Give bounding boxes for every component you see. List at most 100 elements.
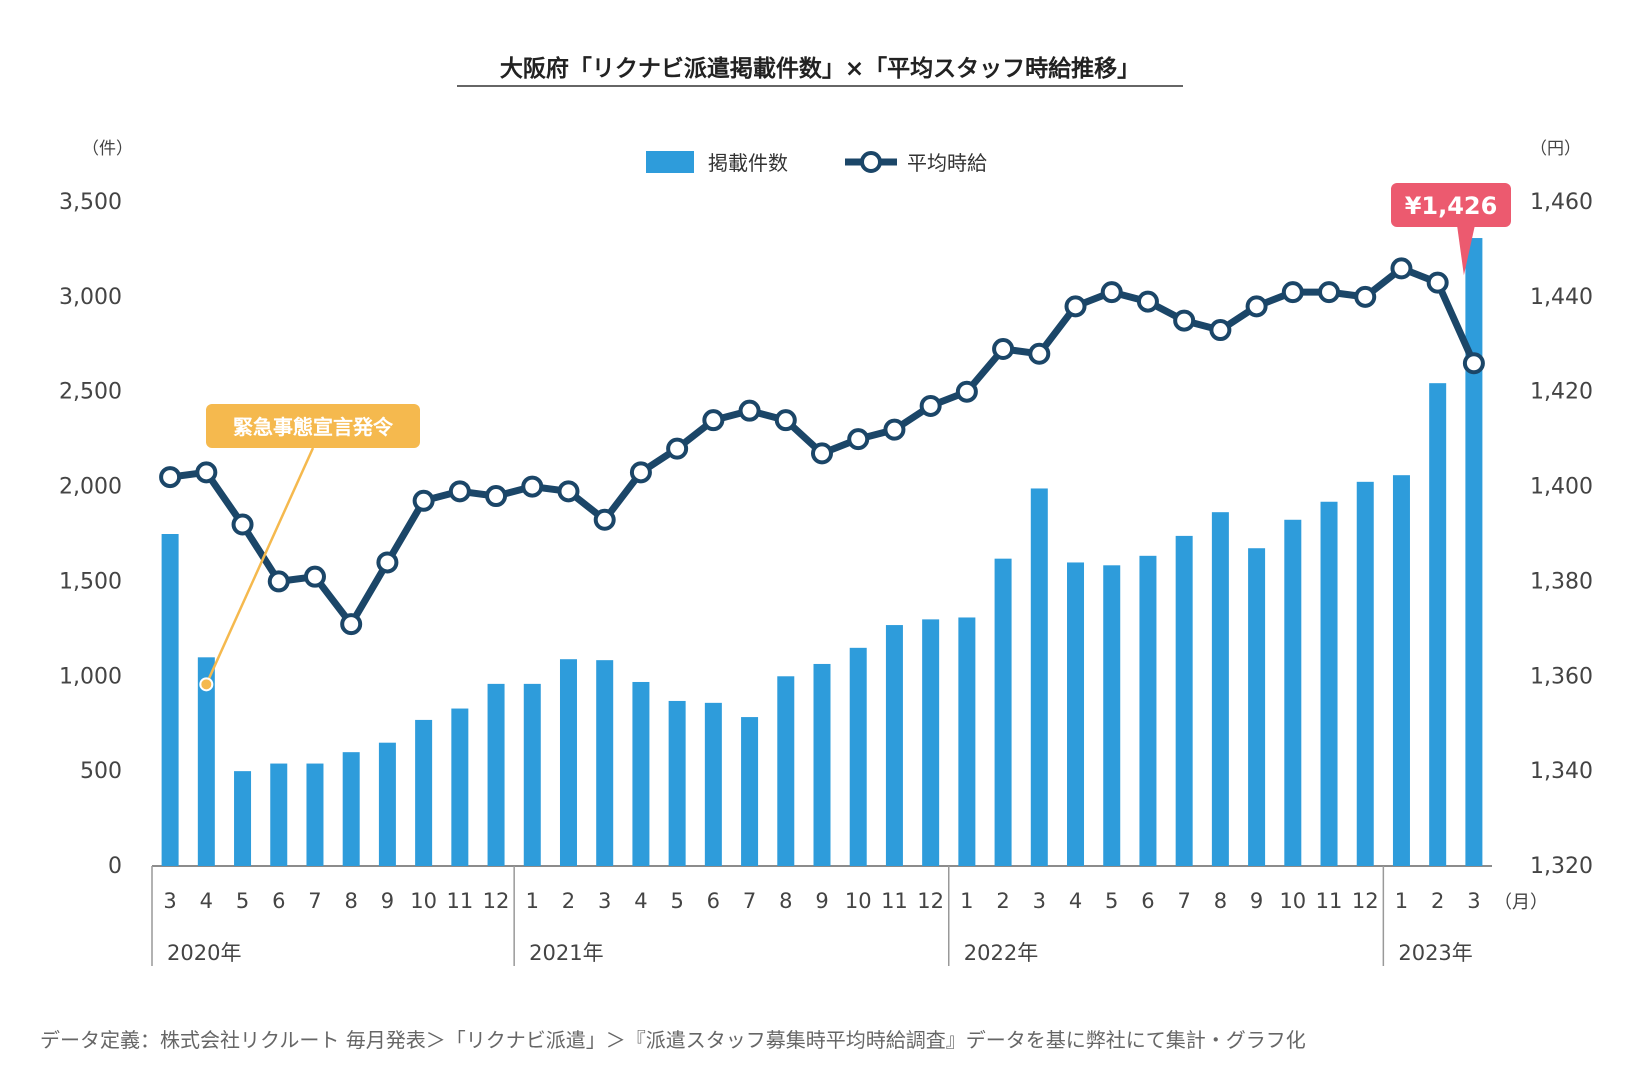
x-tick-label: 8 (1214, 889, 1227, 913)
x-tick-label: 6 (707, 889, 720, 913)
bar (849, 647, 867, 866)
x-tick-label: 12 (1352, 889, 1379, 913)
y-right-tick-label: 1,400 (1530, 475, 1593, 500)
y-left-tick-label: 3,500 (59, 190, 122, 215)
bar (741, 717, 759, 866)
bar (1103, 565, 1121, 866)
bar (415, 719, 433, 866)
bar (885, 625, 903, 866)
legend: 掲載件数 平均時給 (646, 151, 987, 175)
x-tick-label: 11 (1316, 889, 1343, 913)
line-point (919, 394, 942, 417)
line-point (557, 480, 580, 503)
x-tick-label: 2 (1431, 889, 1444, 913)
x-tick-label: 10 (1279, 889, 1306, 913)
line-point (1354, 285, 1377, 308)
bar (234, 771, 252, 866)
bar (668, 700, 686, 866)
x-tick-label: 6 (272, 889, 285, 913)
line-point (159, 466, 182, 489)
x-tick-label: 7 (308, 889, 321, 913)
x-tick-label: 6 (1141, 889, 1154, 913)
x-tick-label: 10 (845, 889, 872, 913)
bar (451, 708, 469, 866)
annotation-event: 緊急事態宣言発令 (199, 404, 420, 692)
line-point (774, 409, 797, 432)
bar (632, 681, 650, 866)
line-point (1064, 295, 1087, 318)
y-left-tick-label: 2,500 (59, 380, 122, 405)
y-left-tick-label: 1,500 (59, 569, 122, 594)
year-label: 2022年 (964, 941, 1038, 965)
x-tick-label: 7 (743, 889, 756, 913)
x-tick-label: 1 (526, 889, 539, 913)
event-callout-box (206, 404, 420, 448)
event-callout-text: 緊急事態宣言発令 (233, 415, 394, 439)
y-left-tick-label: 0 (108, 854, 122, 879)
bar (1067, 562, 1085, 866)
bar (777, 676, 795, 866)
y-right-tick-label: 1,320 (1530, 854, 1593, 879)
legend-swatch-marker (860, 151, 882, 173)
bar (378, 742, 396, 866)
line-point (340, 613, 363, 636)
x-axis-labels: 3 4 5 6 7 8 9 10 11 12 1 2 3 4 5 6 7 8 9 10 11 12 1 2 3 4 5 6 7 8 9 10 1… (151, 866, 1548, 966)
latest-callout-tail (1457, 225, 1475, 276)
x-tick-label: 2 (996, 889, 1009, 913)
x-unit-label: （月） (1494, 892, 1548, 913)
y-right-tick-label: 1,440 (1530, 285, 1593, 310)
chart-title: 大阪府「リクナビ派遣掲載件数」×「平均スタッフ時給推移」 (500, 55, 1140, 82)
year-label: 2020年 (167, 941, 241, 965)
bar (958, 617, 976, 866)
x-tick-label: 8 (779, 889, 792, 913)
legend-label-bar: 掲載件数 (708, 151, 788, 175)
line-point (629, 461, 652, 484)
bar (1139, 555, 1157, 866)
bar (1465, 238, 1483, 866)
line-point (1245, 295, 1268, 318)
bar (1030, 488, 1048, 866)
x-tick-label: 5 (236, 889, 249, 913)
line-point (448, 480, 471, 503)
x-tick-label: 4 (1069, 889, 1082, 913)
line-point (666, 437, 689, 460)
x-tick-label: 3 (1033, 889, 1046, 913)
y-right-tick-label: 1,460 (1530, 190, 1593, 215)
bar (596, 660, 614, 866)
line-point (1390, 257, 1413, 280)
event-point-marker (199, 677, 214, 692)
latest-callout-text: ¥1,426 (1405, 192, 1498, 220)
bar (306, 763, 324, 866)
bar (559, 659, 577, 866)
line-point (593, 508, 616, 531)
line-point (267, 570, 290, 593)
bar (1248, 548, 1266, 866)
y-right-tick-label: 1,360 (1530, 664, 1593, 689)
y-right-unit: （円） (1530, 139, 1581, 159)
bar (342, 752, 360, 866)
line-point (412, 489, 435, 512)
line-point (955, 380, 978, 403)
x-tick-label: 11 (881, 889, 908, 913)
year-label: 2021年 (529, 941, 603, 965)
line-point (1209, 319, 1232, 342)
y-right-tick-label: 1,380 (1530, 569, 1593, 594)
bar (161, 534, 179, 866)
y-left-tick-label: 500 (80, 759, 122, 784)
x-tick-label: 5 (1105, 889, 1118, 913)
bar (270, 763, 288, 866)
y-left-tick-label: 2,000 (59, 475, 122, 500)
bar (197, 657, 215, 866)
x-tick-label: 9 (1250, 889, 1263, 913)
y-right-tick-label: 1,420 (1530, 380, 1593, 405)
line-point (521, 475, 544, 498)
line-point (847, 428, 870, 451)
year-label: 2023年 (1398, 941, 1472, 965)
bar (1320, 501, 1338, 866)
legend-swatch-bar (646, 151, 694, 173)
x-tick-label: 3 (1467, 889, 1480, 913)
x-tick-label: 1 (960, 889, 973, 913)
annotation-latest: ¥1,426 (1391, 183, 1511, 276)
bar (1175, 535, 1193, 866)
x-tick-label: 8 (345, 889, 358, 913)
